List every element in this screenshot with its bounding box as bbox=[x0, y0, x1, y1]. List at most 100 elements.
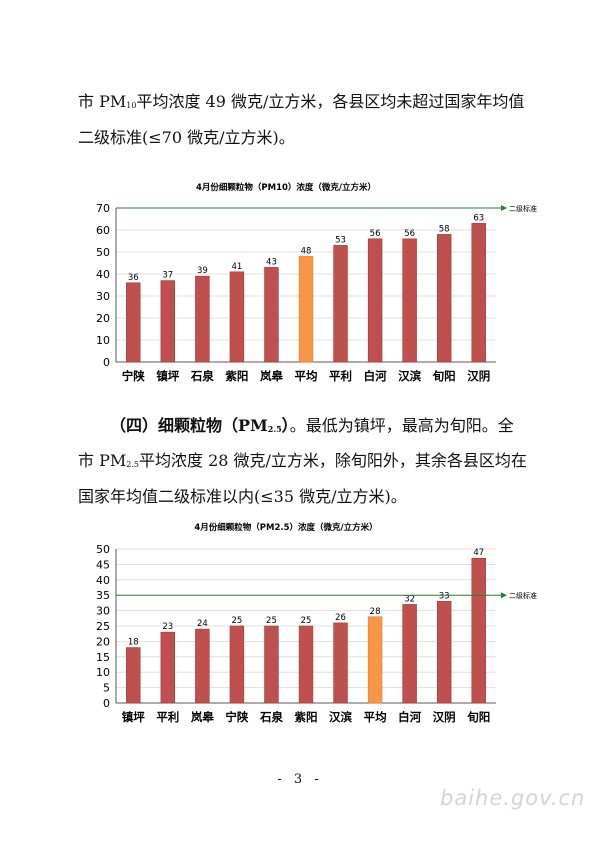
heading-text: （四）细颗粒物（PM bbox=[110, 416, 268, 435]
bar-平均 bbox=[367, 616, 383, 704]
bar-紫阳 bbox=[298, 625, 314, 704]
data-label: 56 bbox=[370, 229, 381, 239]
bar-宁陕 bbox=[126, 282, 141, 363]
bar-汉滨 bbox=[402, 238, 417, 363]
y-tick-label: 40 bbox=[96, 268, 110, 281]
bar-紫阳 bbox=[229, 271, 245, 363]
reference-line-label: 二级标准 bbox=[509, 591, 537, 600]
data-label: 58 bbox=[439, 224, 450, 234]
x-tick-label: 紫阳 bbox=[295, 710, 318, 724]
data-label: 32 bbox=[404, 594, 415, 604]
bar-镇坪 bbox=[160, 280, 176, 363]
y-tick-label: 50 bbox=[96, 246, 110, 259]
pm25-chart: 4月份细颗粒物（PM2.5）浓度（微克/立方米） 0 5 10 15 20 25 30 35 40… bbox=[84, 518, 540, 740]
bar-旬阳 bbox=[471, 557, 486, 704]
bar-石泉 bbox=[195, 275, 210, 363]
data-label: 26 bbox=[335, 613, 346, 623]
bar-岚皋 bbox=[264, 267, 279, 363]
data-label: 47 bbox=[473, 548, 484, 558]
y-tick-label: 35 bbox=[96, 589, 110, 602]
paragraph-pm25-summary: （四）细颗粒物（PM2.5）。最低为镇坪，最高为旬阳。全市 PM2.5平均浓度 … bbox=[78, 410, 528, 513]
reference-arrow-icon bbox=[501, 205, 507, 211]
bar-石泉 bbox=[264, 625, 279, 704]
data-label: 25 bbox=[266, 616, 277, 626]
x-tick-label: 宁陕 bbox=[122, 369, 145, 383]
bar-白河 bbox=[367, 238, 383, 363]
y-tick-label: 60 bbox=[96, 224, 110, 237]
reference-line-label: 二级标准 bbox=[509, 204, 537, 213]
section-heading-pm25: （四）细颗粒物（PM2.5） bbox=[110, 416, 290, 435]
y-tick-label: 30 bbox=[96, 290, 110, 303]
data-label: 25 bbox=[231, 616, 242, 626]
y-tick-label: 10 bbox=[96, 666, 110, 679]
y-tick-label: 25 bbox=[96, 620, 110, 633]
para2-rest2: 平均浓度 28 微克/立方米，除旬阳外，其余各县区均在国家年均值二级标准以内(≤… bbox=[78, 451, 527, 506]
x-tick-label: 白河 bbox=[364, 369, 387, 383]
y-tick-label: 10 bbox=[96, 334, 110, 347]
x-tick-label: 岚皋 bbox=[260, 369, 283, 383]
bar-宁陕 bbox=[229, 625, 245, 704]
data-label: 37 bbox=[162, 271, 173, 281]
bar-白河 bbox=[402, 604, 417, 704]
y-tick-label: 0 bbox=[103, 356, 110, 369]
x-tick-label: 旬阳 bbox=[466, 710, 490, 724]
bar-岚皋 bbox=[195, 628, 210, 704]
x-tick-label: 汉阴 bbox=[467, 369, 490, 383]
data-label: 18 bbox=[128, 638, 139, 648]
page-number: - 3 - bbox=[277, 772, 323, 787]
pm10-chart: 4月份细颗粒物（PM10）浓度（微克/立方米） 0 10 20 30 40 50 60 70 36… bbox=[84, 178, 540, 398]
data-label: 25 bbox=[301, 616, 312, 626]
para1-lead: 市 PM bbox=[78, 92, 127, 111]
chart-title: 4月份细颗粒物（PM10）浓度（微克/立方米） bbox=[196, 182, 376, 193]
bar-镇坪 bbox=[126, 647, 141, 704]
y-tick-label: 20 bbox=[96, 312, 110, 325]
y-tick-label: 40 bbox=[96, 574, 110, 587]
chart-title: 4月份细颗粒物（PM2.5）浓度（微克/立方米） bbox=[194, 522, 377, 533]
bar-汉滨 bbox=[333, 622, 348, 704]
data-label: 24 bbox=[197, 619, 208, 629]
y-tick-label: 70 bbox=[96, 202, 110, 215]
x-tick-label: 汉阴 bbox=[433, 710, 456, 724]
y-tick-label: 5 bbox=[103, 682, 110, 695]
bar-汉阴 bbox=[436, 601, 452, 704]
bar-平利 bbox=[333, 245, 348, 363]
paragraph-pm10-summary: 市 PM10平均浓度 49 微克/立方米，各县区均未超过国家年均值二级标准(≤7… bbox=[78, 86, 528, 154]
para1-subscript: 10 bbox=[126, 101, 137, 110]
bar-平均 bbox=[298, 256, 314, 363]
x-tick-label: 汉滨 bbox=[329, 710, 352, 724]
x-tick-label: 石泉 bbox=[190, 369, 214, 383]
x-tick-label: 旬阳 bbox=[432, 369, 456, 383]
data-label: 41 bbox=[231, 262, 242, 272]
x-tick-label: 汉滨 bbox=[398, 369, 421, 383]
data-label: 43 bbox=[266, 257, 277, 267]
para2-rest1: 。最低为镇坪，最高为旬阳。全市 PM bbox=[78, 416, 514, 470]
y-tick-label: 15 bbox=[96, 651, 110, 664]
para1-rest: 平均浓度 49 微克/立方米，各县区均未超过国家年均值二级标准(≤70 微克/立… bbox=[78, 92, 525, 147]
x-tick-label: 平均 bbox=[364, 710, 387, 724]
watermark: baihe.gov.cn bbox=[440, 786, 586, 810]
x-tick-label: 平均 bbox=[295, 369, 318, 383]
pm25-chart-svg: 4月份细颗粒物（PM2.5）浓度（微克/立方米） 0 5 10 15 20 25 30 35 40… bbox=[96, 522, 537, 724]
data-label: 53 bbox=[335, 235, 346, 245]
y-tick-label: 0 bbox=[103, 697, 110, 710]
data-label: 23 bbox=[162, 622, 173, 632]
heading-subscript: 2.5 bbox=[267, 424, 282, 434]
x-tick-label: 镇坪 bbox=[122, 710, 145, 724]
bar-平利 bbox=[160, 631, 176, 704]
x-tick-label: 平利 bbox=[156, 710, 179, 724]
data-label: 36 bbox=[128, 273, 139, 283]
data-label: 48 bbox=[301, 246, 312, 256]
x-tick-label: 石泉 bbox=[259, 710, 283, 724]
x-tick-label: 岚皋 bbox=[191, 710, 214, 724]
data-label: 33 bbox=[439, 591, 450, 601]
y-tick-label: 30 bbox=[96, 605, 110, 618]
data-label: 56 bbox=[404, 229, 415, 239]
x-tick-label: 紫阳 bbox=[225, 369, 248, 383]
pm10-chart-svg: 4月份细颗粒物（PM10）浓度（微克/立方米） 0 10 20 30 40 50 60 70 36… bbox=[96, 182, 537, 383]
para2-subscript: 2.5 bbox=[126, 460, 139, 469]
heading-end: ） bbox=[281, 416, 290, 435]
x-tick-label: 宁陕 bbox=[225, 710, 248, 724]
bar-汉阴 bbox=[471, 223, 486, 363]
data-label: 63 bbox=[473, 213, 484, 223]
x-tick-label: 白河 bbox=[398, 710, 421, 724]
